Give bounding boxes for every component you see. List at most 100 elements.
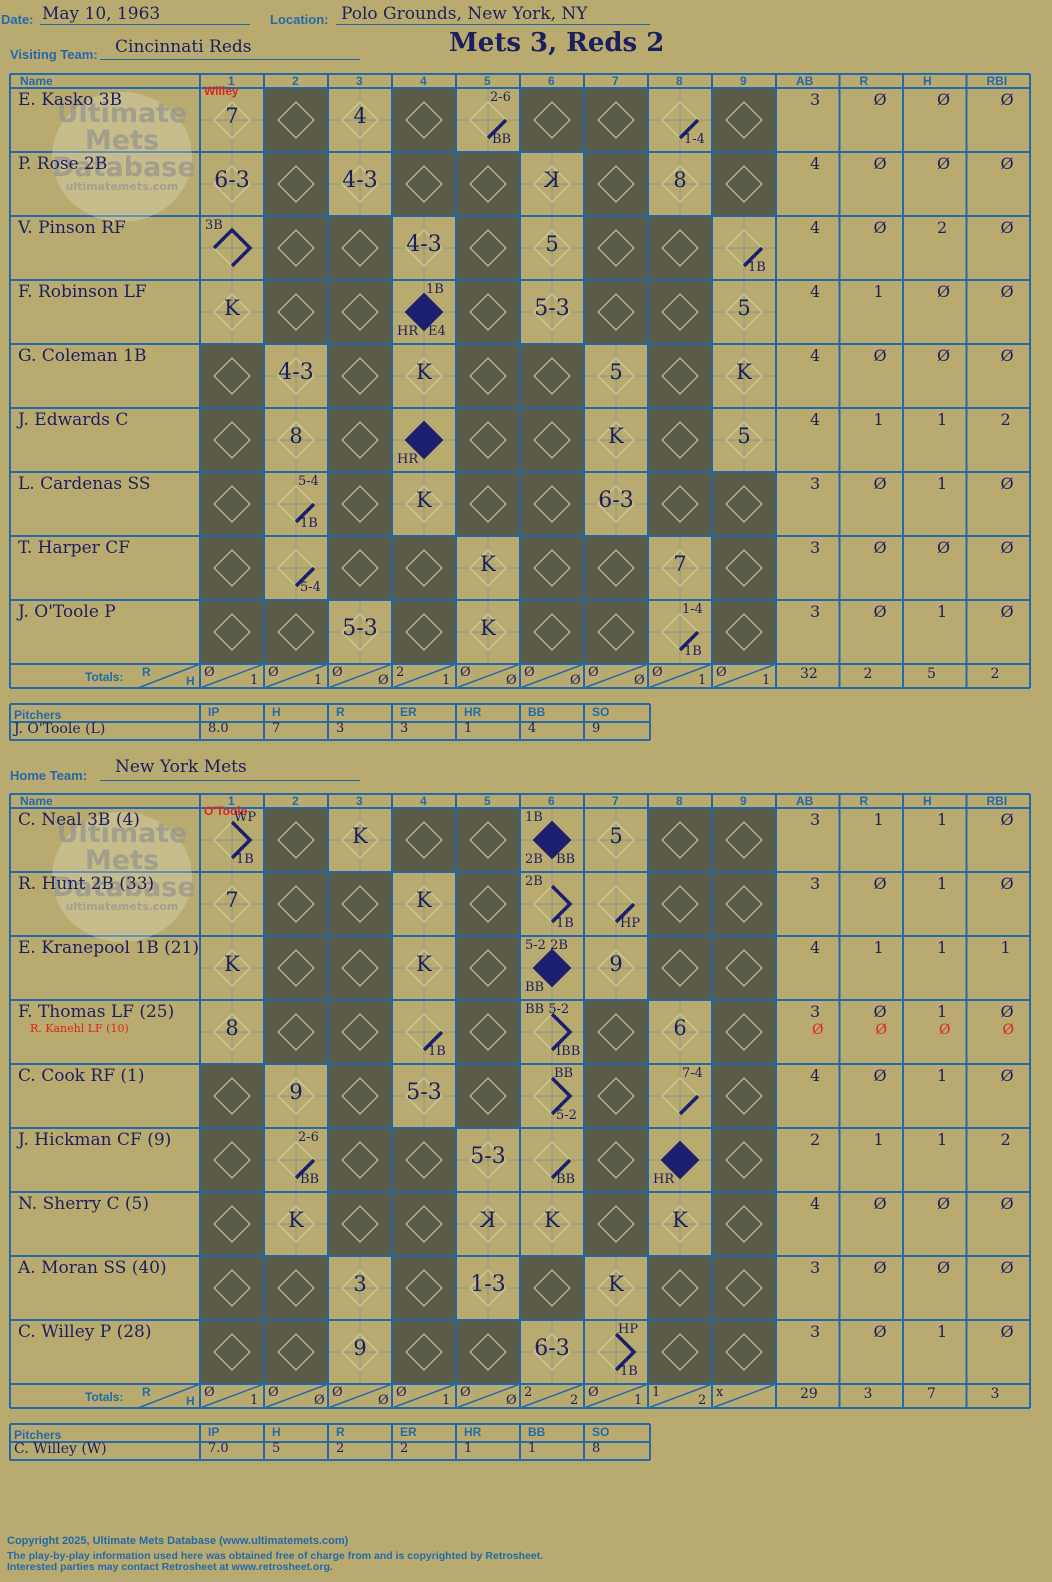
- home-player-stat: 1: [937, 1002, 948, 1021]
- home-player-stat: 3: [810, 1322, 821, 1341]
- visiting-base-diamond: [533, 549, 571, 587]
- visiting-team-total: 2: [990, 666, 1000, 682]
- home-play-result: 3: [353, 1272, 367, 1296]
- visiting-play-result: 5: [737, 296, 751, 320]
- visiting-base-diamond: [597, 101, 635, 139]
- home-play-result: 5-3: [406, 1080, 442, 1105]
- visiting-play-result: 4-3: [406, 232, 442, 257]
- visiting-inning-hits: Ø: [378, 673, 389, 688]
- visiting-pitcher-stat-header: H: [272, 705, 281, 719]
- home-inning-runs: 2: [524, 1385, 533, 1400]
- home-watermark-line1: Ultimate: [56, 818, 188, 849]
- home-base-diamond: [725, 1269, 763, 1307]
- home-player-stat: 1: [937, 874, 948, 893]
- visiting-play-note: 1-4: [682, 602, 703, 617]
- visiting-watermark-line1: Ultimate: [56, 98, 188, 129]
- visiting-base-diamond: [597, 165, 635, 203]
- visiting-run-scored-diamond: [404, 420, 444, 460]
- home-basepath: [614, 1332, 637, 1372]
- visiting-player-stat: 1: [937, 602, 948, 621]
- home-base-diamond: [597, 821, 635, 859]
- visiting-base-diamond: [661, 357, 699, 395]
- visiting-player-stat: Ø: [1000, 282, 1014, 301]
- home-base-diamond: [277, 885, 315, 923]
- visiting-play-note: 1B: [684, 644, 702, 659]
- visiting-watermark-line2: Mets: [84, 125, 160, 156]
- visiting-play-result: 4: [353, 104, 367, 128]
- visiting-player-name: L. Cardenas SS: [18, 474, 151, 494]
- home-inning-header: 6: [548, 794, 555, 808]
- home-play-result: K: [416, 952, 432, 976]
- visiting-play-result: 6-3: [214, 168, 250, 193]
- visiting-stat-header: H: [923, 74, 932, 88]
- visiting-pitcher-stat-header: ER: [400, 705, 417, 719]
- visiting-player-stat: Ø: [873, 474, 887, 493]
- home-inning-hits: Ø: [314, 1393, 325, 1408]
- visiting-player-name: J. Edwards C: [18, 410, 129, 430]
- home-basepath: [550, 884, 573, 924]
- home-base-diamond: [341, 949, 379, 987]
- home-totals-diagonal: [711, 1383, 777, 1409]
- retrosheet-line: The play-by-play information used here w…: [7, 1550, 544, 1562]
- home-player-name: A. Moran SS (40): [18, 1258, 167, 1278]
- home-basepath: [294, 1158, 316, 1180]
- home-player-stat: Ø: [1000, 874, 1014, 893]
- visiting-base-diamond: [469, 229, 507, 267]
- visiting-team-total: 2: [863, 666, 873, 682]
- visiting-pitcher-stat: 4: [528, 721, 537, 736]
- visiting-play-result: K: [480, 616, 496, 640]
- visiting-base-diamond: [341, 165, 379, 203]
- visiting-player-stat: Ø: [873, 154, 887, 173]
- visiting-base-diamond: [725, 357, 763, 395]
- visiting-team-label: Visiting Team:: [10, 47, 98, 62]
- visiting-base-diamond: [213, 613, 251, 651]
- home-base-diamond: [341, 821, 379, 859]
- location-underline: [336, 24, 650, 25]
- home-inning-header: 4: [420, 794, 427, 808]
- home-base-diamond: [661, 1013, 699, 1051]
- home-inning-header: 3: [356, 794, 363, 808]
- visiting-base-diamond: [277, 357, 315, 395]
- visiting-player-name: F. Robinson LF: [18, 282, 147, 302]
- home-player-stat: Ø: [1000, 810, 1014, 829]
- visiting-inning-runs: Ø: [460, 665, 471, 680]
- home-player-stat: 3: [810, 874, 821, 893]
- visiting-base-diamond: [213, 101, 251, 139]
- home-player-stat: Ø: [1000, 1002, 1014, 1021]
- home-pitcher-stat: 2: [400, 1441, 409, 1456]
- home-base-diamond: [341, 1141, 379, 1179]
- visiting-player-stat: Ø: [937, 282, 951, 301]
- home-inning-header: 8: [676, 794, 683, 808]
- home-play-result: 5-3: [470, 1144, 506, 1169]
- home-base-diamond: [533, 1269, 571, 1307]
- visiting-run-scored-diamond: [404, 292, 444, 332]
- home-base-diamond: [533, 1333, 571, 1371]
- home-watermark-url: ultimatemets.com: [65, 900, 179, 913]
- home-base-diamond: [277, 1077, 315, 1115]
- home-base-diamond: [469, 1205, 507, 1243]
- visiting-base-diamond: [405, 485, 443, 523]
- home-inning-runs: Ø: [204, 1385, 215, 1400]
- home-base-diamond: [725, 821, 763, 859]
- visiting-player-stat: Ø: [937, 346, 951, 365]
- visiting-basepath: [742, 246, 764, 268]
- visiting-play-result: K: [416, 360, 432, 384]
- visiting-play-result: 5-3: [342, 616, 378, 641]
- visiting-base-diamond: [661, 421, 699, 459]
- home-base-diamond: [469, 821, 507, 859]
- visiting-player-stat: 3: [810, 538, 821, 557]
- visiting-base-diamond: [469, 485, 507, 523]
- home-run-scored-diamond: [660, 1140, 700, 1180]
- visiting-player-stat: 2: [937, 218, 948, 237]
- visiting-base-diamond: [533, 165, 571, 203]
- home-player-stat: Ø: [1000, 1194, 1014, 1213]
- home-base-diamond: [405, 1077, 443, 1115]
- visiting-team-name: Cincinnati Reds: [115, 37, 252, 57]
- home-play-result: 7: [225, 888, 239, 912]
- visiting-base-diamond: [661, 165, 699, 203]
- home-play-note: BB 5-2: [525, 1002, 570, 1017]
- home-play-result: 6-3: [534, 1336, 570, 1361]
- home-totals-diagonal: [519, 1383, 585, 1409]
- visiting-base-diamond: [725, 485, 763, 523]
- visiting-player-stat: 1: [937, 410, 948, 429]
